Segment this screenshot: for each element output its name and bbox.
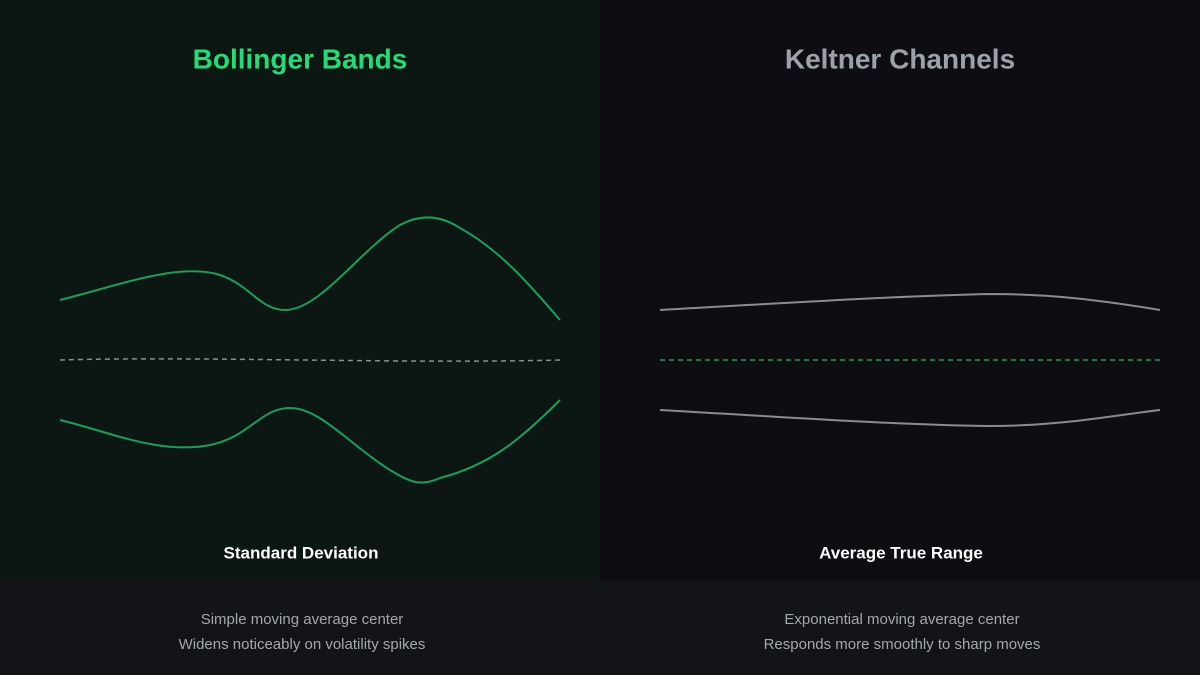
panel-note: Responds more smoothly to sharp moves [764,636,1041,653]
lower-band [59,399,561,484]
upper-band [59,216,561,321]
panel-measure: Standard Deviation [224,543,379,562]
left-panel [0,0,600,580]
panel-measure: Average True Range [819,543,983,562]
panel-note: Simple moving average center [201,611,404,628]
panel-note: Exponential moving average center [784,611,1019,628]
panel-title: Keltner Channels [785,43,1015,74]
panel-note: Widens noticeably on volatility spikes [179,636,426,653]
right-panel [600,0,1200,580]
footer [0,580,1200,675]
bollinger-curves [59,216,561,484]
lower-band [659,409,1161,428]
upper-band [659,292,1161,311]
keltner-curves [659,292,1161,428]
panel-title: Bollinger Bands [193,43,408,74]
